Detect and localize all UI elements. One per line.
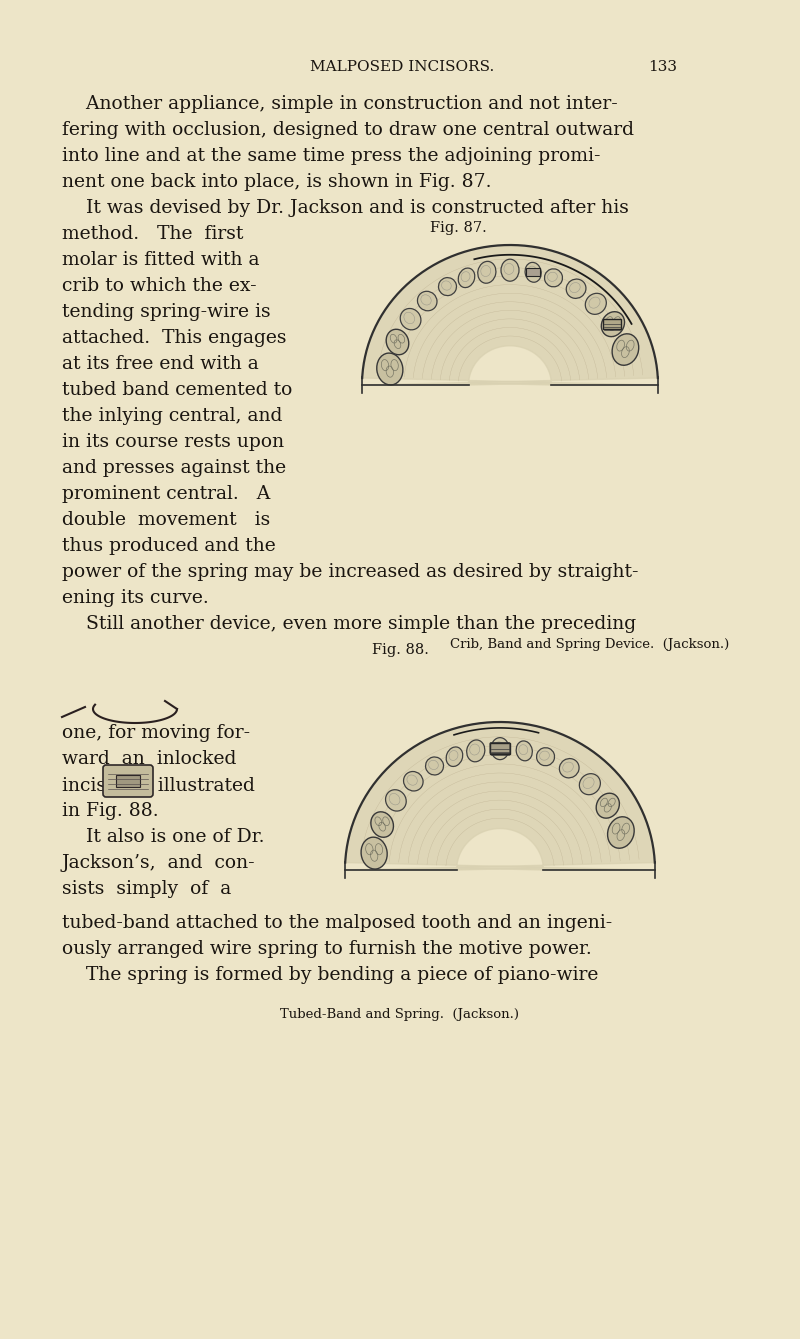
Text: It was devised by Dr. Jackson and is constructed after his: It was devised by Dr. Jackson and is con… bbox=[62, 200, 629, 217]
Ellipse shape bbox=[400, 308, 421, 329]
Text: fering with occlusion, designed to draw one central outward: fering with occlusion, designed to draw … bbox=[62, 121, 634, 139]
Text: tending spring-wire is: tending spring-wire is bbox=[62, 303, 270, 321]
Ellipse shape bbox=[458, 268, 474, 288]
Text: MALPOSED INCISORS.: MALPOSED INCISORS. bbox=[310, 60, 494, 74]
Ellipse shape bbox=[478, 261, 496, 284]
Text: thus produced and the: thus produced and the bbox=[62, 537, 276, 554]
Ellipse shape bbox=[525, 262, 542, 283]
FancyBboxPatch shape bbox=[526, 268, 540, 276]
Text: Fig. 87.: Fig. 87. bbox=[430, 221, 486, 236]
Text: Another appliance, simple in construction and not inter-: Another appliance, simple in constructio… bbox=[62, 95, 618, 112]
Ellipse shape bbox=[386, 790, 406, 811]
Text: molar is fitted with a: molar is fitted with a bbox=[62, 250, 259, 269]
Text: at its free end with a: at its free end with a bbox=[62, 355, 258, 374]
Ellipse shape bbox=[607, 817, 634, 848]
Text: tubed-band attached to the malposed tooth and an ingeni-: tubed-band attached to the malposed toot… bbox=[62, 915, 612, 932]
Text: into line and at the same time press the adjoining promi-: into line and at the same time press the… bbox=[62, 147, 601, 165]
Ellipse shape bbox=[516, 740, 532, 761]
Text: 133: 133 bbox=[648, 60, 677, 74]
Text: ward  an  inlocked: ward an inlocked bbox=[62, 750, 236, 769]
Ellipse shape bbox=[361, 837, 387, 869]
Text: and presses against the: and presses against the bbox=[62, 459, 286, 477]
Ellipse shape bbox=[438, 277, 457, 296]
FancyBboxPatch shape bbox=[116, 775, 140, 787]
Text: crib to which the ex-: crib to which the ex- bbox=[62, 277, 257, 295]
Ellipse shape bbox=[602, 312, 625, 336]
Text: ening its curve.: ening its curve. bbox=[62, 589, 209, 607]
Polygon shape bbox=[362, 245, 658, 386]
Ellipse shape bbox=[586, 293, 606, 315]
Text: Tubed-Band and Spring.  (Jackson.): Tubed-Band and Spring. (Jackson.) bbox=[281, 1008, 519, 1022]
Text: Crib, Band and Spring Device.  (Jackson.): Crib, Band and Spring Device. (Jackson.) bbox=[450, 637, 730, 651]
Text: ously arranged wire spring to furnish the motive power.: ously arranged wire spring to furnish th… bbox=[62, 940, 592, 957]
Ellipse shape bbox=[371, 811, 394, 837]
Text: It also is one of Dr.: It also is one of Dr. bbox=[62, 828, 265, 846]
Ellipse shape bbox=[596, 793, 619, 818]
Ellipse shape bbox=[559, 759, 579, 778]
Ellipse shape bbox=[612, 333, 638, 366]
Text: one, for moving for-: one, for moving for- bbox=[62, 724, 250, 742]
Ellipse shape bbox=[491, 738, 509, 759]
Ellipse shape bbox=[566, 279, 586, 299]
Text: sists  simply  of  a: sists simply of a bbox=[62, 880, 231, 898]
Text: Jackson’s,  and  con-: Jackson’s, and con- bbox=[62, 854, 256, 872]
Text: the inlying central, and: the inlying central, and bbox=[62, 407, 282, 424]
Ellipse shape bbox=[537, 747, 554, 766]
Text: incisor, is illustrated: incisor, is illustrated bbox=[62, 777, 255, 794]
Ellipse shape bbox=[466, 740, 485, 762]
Ellipse shape bbox=[446, 747, 462, 766]
Text: Still another device, even more simple than the preceding: Still another device, even more simple t… bbox=[62, 615, 636, 633]
Text: in Fig. 88.: in Fig. 88. bbox=[62, 802, 158, 819]
Ellipse shape bbox=[386, 329, 409, 355]
Ellipse shape bbox=[501, 260, 519, 281]
Text: method.   The  first: method. The first bbox=[62, 225, 243, 242]
FancyBboxPatch shape bbox=[490, 743, 510, 754]
Polygon shape bbox=[345, 722, 655, 870]
Text: Fig. 88.: Fig. 88. bbox=[371, 643, 429, 657]
Text: power of the spring may be increased as desired by straight-: power of the spring may be increased as … bbox=[62, 562, 638, 581]
FancyBboxPatch shape bbox=[103, 765, 153, 797]
Text: tubed band cemented to: tubed band cemented to bbox=[62, 382, 292, 399]
Text: nent one back into place, is shown in Fig. 87.: nent one back into place, is shown in Fi… bbox=[62, 173, 491, 191]
Text: in its course rests upon: in its course rests upon bbox=[62, 432, 284, 451]
Text: attached.  This engages: attached. This engages bbox=[62, 329, 286, 347]
Text: The spring is formed by bending a piece of piano-wire: The spring is formed by bending a piece … bbox=[62, 965, 598, 984]
FancyBboxPatch shape bbox=[603, 319, 621, 329]
Text: prominent central.   A: prominent central. A bbox=[62, 485, 270, 503]
Ellipse shape bbox=[579, 774, 600, 795]
Ellipse shape bbox=[545, 269, 562, 287]
Text: double  movement   is: double movement is bbox=[62, 511, 270, 529]
Ellipse shape bbox=[426, 757, 443, 775]
Ellipse shape bbox=[377, 353, 403, 386]
Ellipse shape bbox=[403, 771, 423, 791]
Ellipse shape bbox=[418, 292, 437, 311]
